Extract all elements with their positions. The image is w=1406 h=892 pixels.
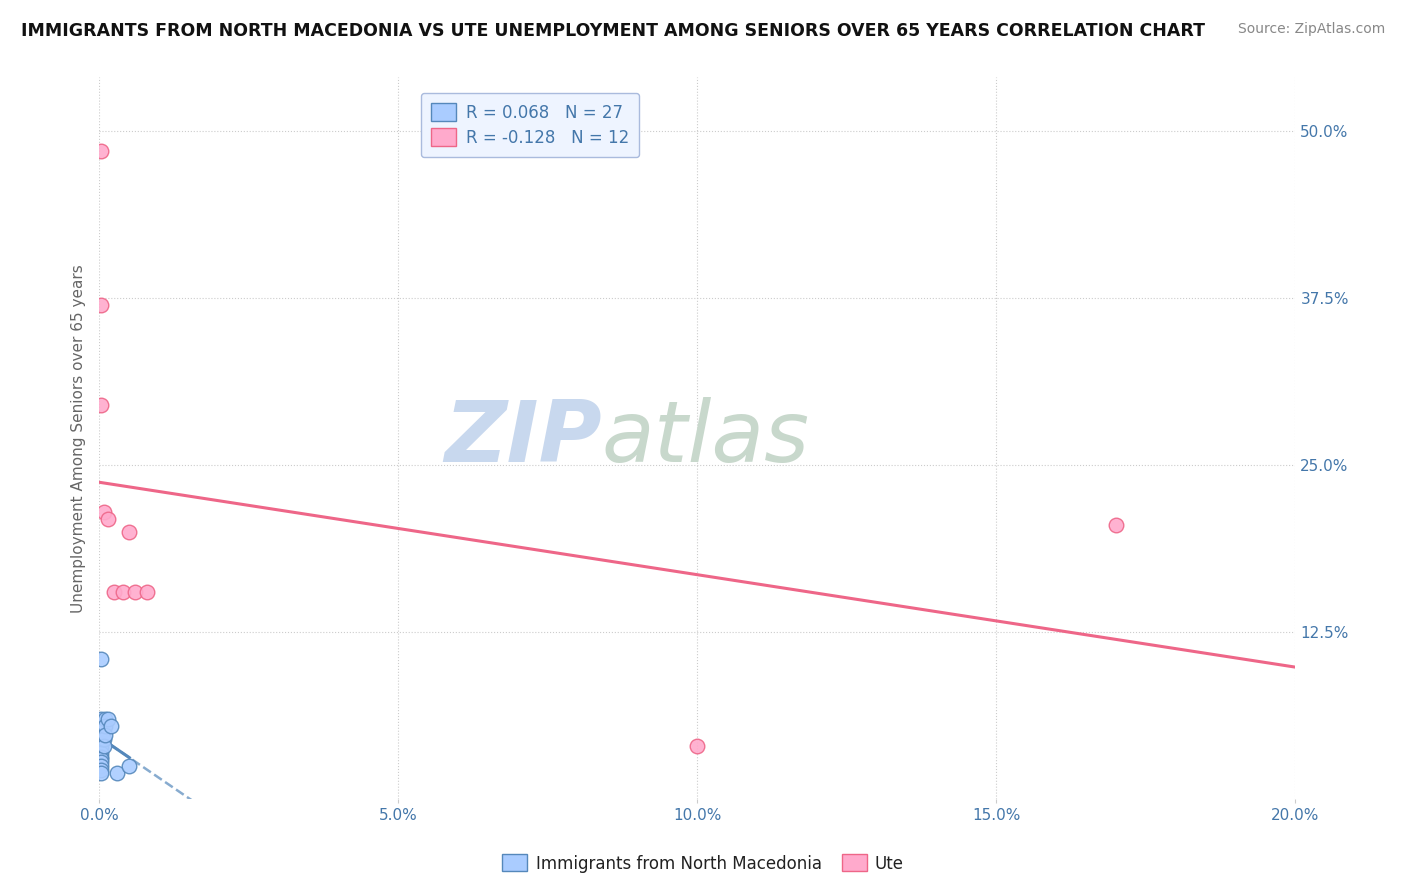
Point (93, 719, 115, 733)
Y-axis label: Unemployment Among Seniors over 65 years: Unemployment Among Seniors over 65 years (72, 264, 86, 613)
Text: ZIP: ZIP (444, 397, 602, 480)
Point (90, 298, 112, 312)
Point (103, 585, 125, 599)
Point (90, 752, 112, 766)
Point (91, 725, 114, 739)
Point (90, 749, 112, 764)
Point (94, 712, 117, 726)
Point (105, 765, 128, 780)
Point (93, 732, 115, 747)
Point (94, 719, 117, 733)
Text: Source: ZipAtlas.com: Source: ZipAtlas.com (1237, 22, 1385, 37)
Point (90, 732, 112, 747)
Point (118, 524, 141, 539)
Legend: Immigrants from North Macedonia, Ute: Immigrants from North Macedonia, Ute (495, 847, 911, 880)
Point (136, 585, 159, 599)
Point (90, 144, 112, 158)
Point (90, 755, 112, 769)
Point (124, 585, 146, 599)
Text: IMMIGRANTS FROM NORTH MACEDONIA VS UTE UNEMPLOYMENT AMONG SENIORS OVER 65 YEARS : IMMIGRANTS FROM NORTH MACEDONIA VS UTE U… (21, 22, 1205, 40)
Point (90, 765, 112, 780)
Point (97, 712, 120, 726)
Point (686, 739, 709, 753)
Point (90, 712, 112, 726)
Point (90, 746, 112, 760)
Point (97, 511, 120, 525)
Point (90, 759, 112, 773)
Point (90, 763, 112, 777)
Point (93, 739, 115, 753)
Point (112, 585, 135, 599)
Point (90, 739, 112, 753)
Point (90, 652, 112, 666)
Point (91, 732, 114, 747)
Legend: R = 0.068   N = 27, R = -0.128   N = 12: R = 0.068 N = 27, R = -0.128 N = 12 (420, 93, 640, 157)
Point (90, 741, 112, 756)
Point (91, 714, 114, 729)
Point (93, 505, 115, 519)
Point (90, 398, 112, 412)
Text: atlas: atlas (602, 397, 810, 480)
Point (90, 736, 112, 750)
Point (94, 728, 117, 742)
Point (100, 719, 122, 733)
Point (1105, 518, 1128, 533)
Point (90, 725, 112, 739)
Point (118, 759, 141, 773)
